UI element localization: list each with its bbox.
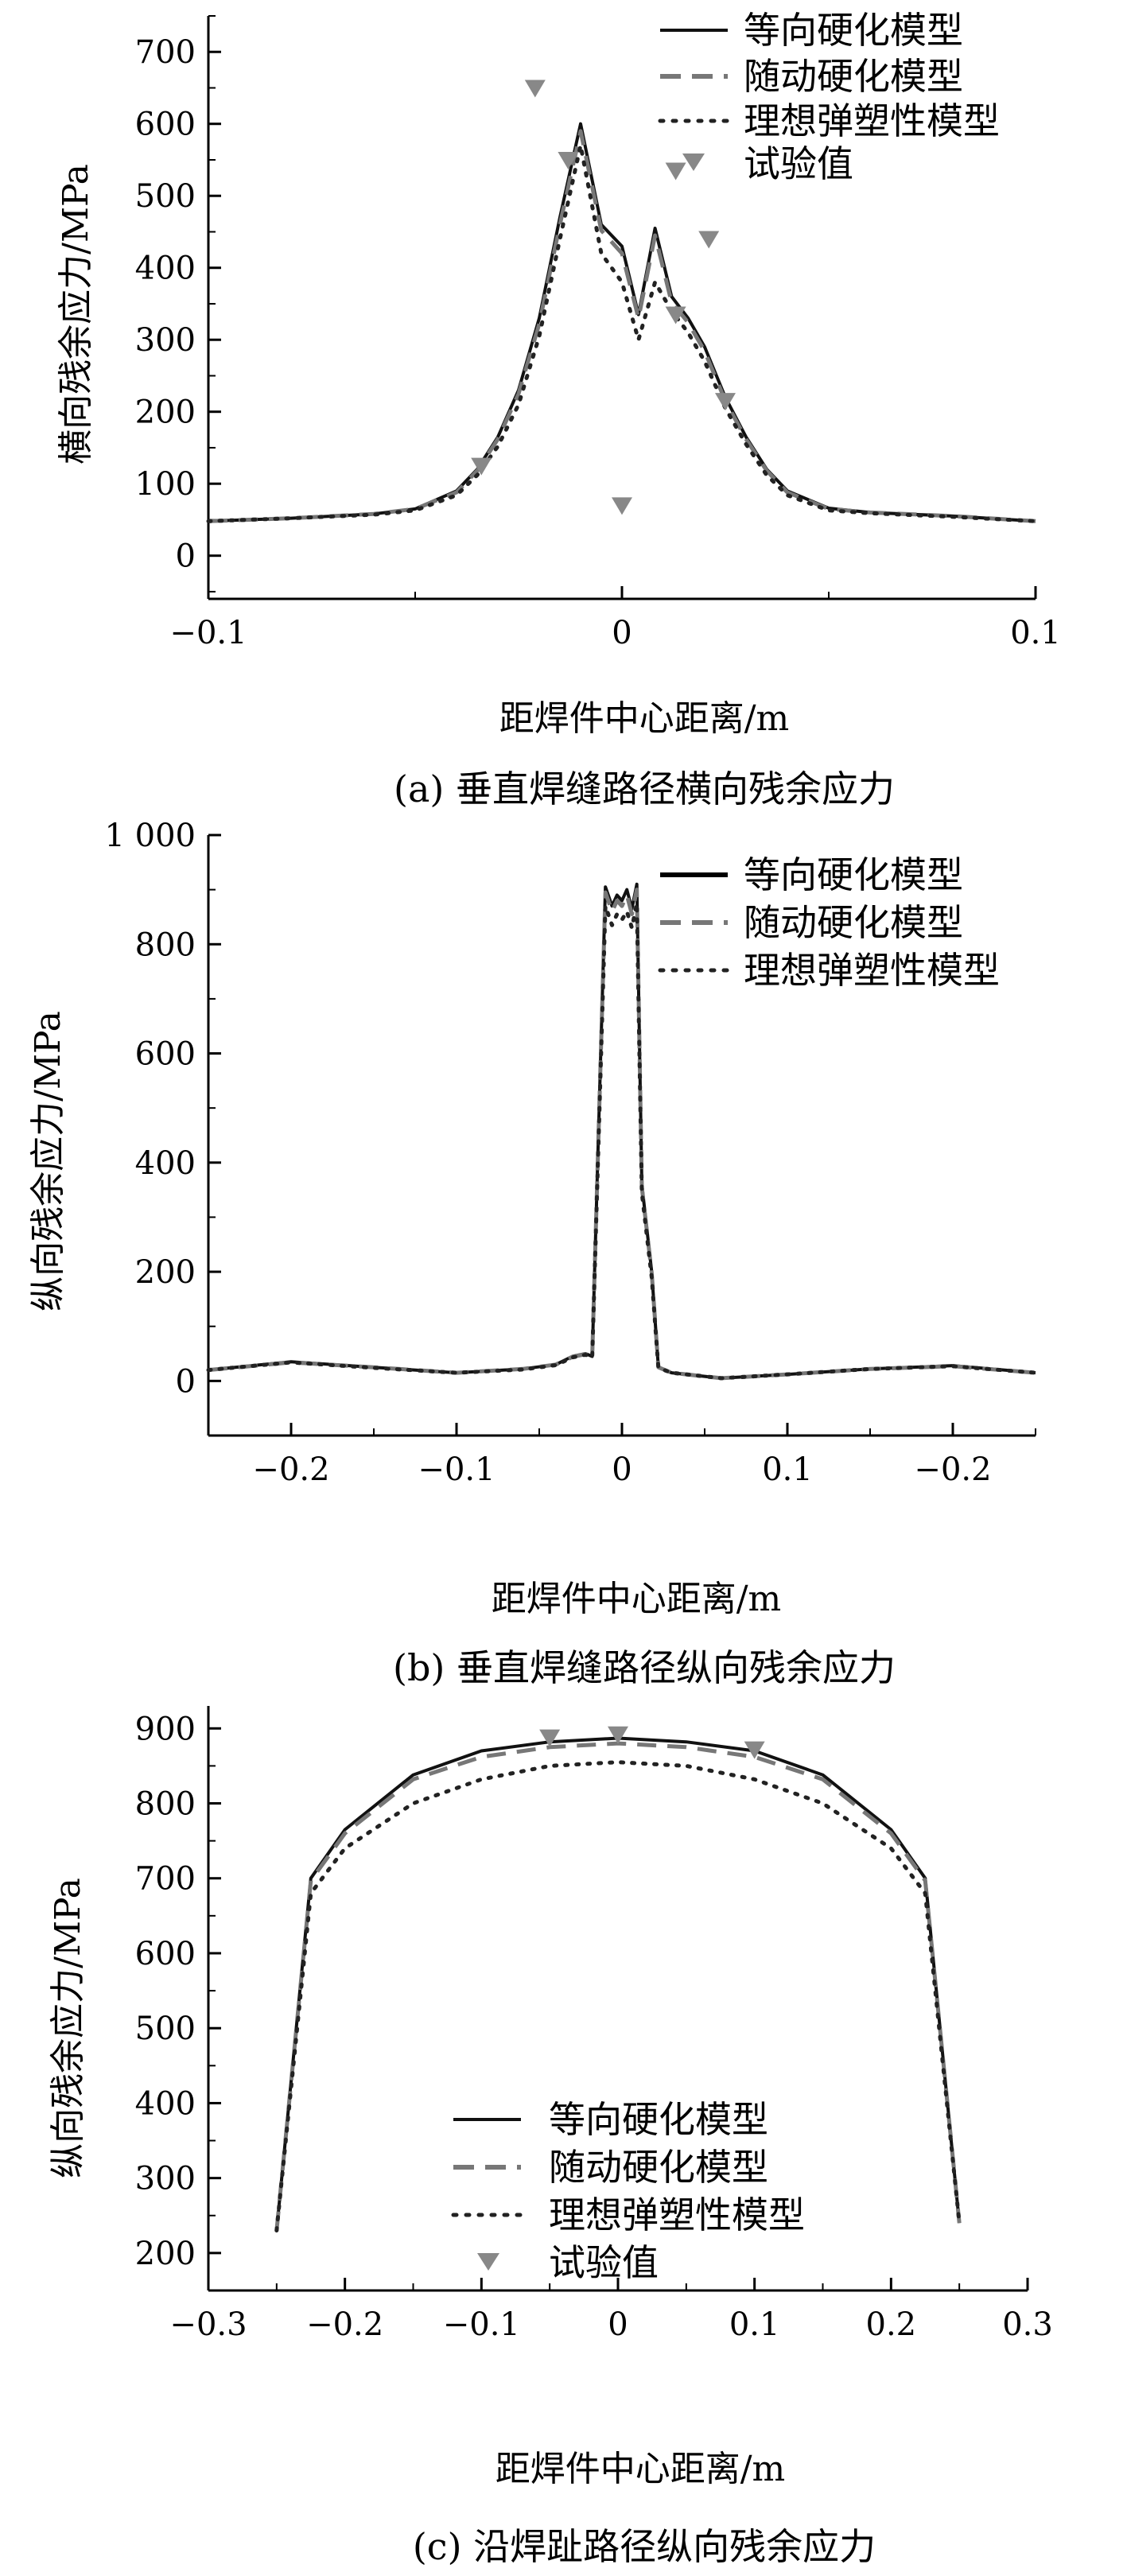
y-tick-label: 800 (135, 1786, 196, 1823)
test-point-marker (539, 1729, 561, 1747)
panel-c: 200 300 400 500 600 700 800 900 −0.3 −0.2 −0.1 0 0.1… (48, 1706, 1053, 2568)
series-line-dotted (206, 143, 1038, 523)
legend-a-test-marker (682, 153, 705, 171)
x-tick-label: 0.2 (866, 2306, 917, 2343)
legend-c-test-marker (477, 2253, 499, 2271)
legend-c-kinematic-label: 随动硬化模型 (549, 2146, 768, 2189)
panel-a-caption: (a) 垂直焊缝路径横向残余应力 (394, 767, 895, 810)
test-point-marker (612, 497, 632, 515)
test-point-marker (665, 162, 686, 181)
x-tick-label: 0 (608, 2306, 628, 2343)
plot-a-marks: 0 100 200 300 400 500 600 700 −0.1 0 0.1 (135, 15, 1061, 651)
y-tick-label: 1 000 (104, 818, 196, 854)
x-tick-label: −0.1 (169, 615, 247, 651)
y-tick-label: 300 (135, 322, 196, 359)
y-tick-label: 400 (135, 2085, 196, 2122)
test-point-marker (715, 393, 736, 411)
y-tick-label: 700 (135, 34, 196, 71)
panel-c-caption: (c) 沿焊趾路径纵向残余应力 (413, 2525, 876, 2568)
y-tick-label: 500 (135, 178, 196, 215)
x-tick-label: 0 (612, 615, 632, 651)
y-tick-label: 100 (135, 466, 196, 503)
y-tick-label: 700 (135, 1861, 196, 1898)
y-tick-label: 200 (135, 2236, 196, 2272)
x-tick-label: −0.1 (443, 2306, 520, 2343)
panel-c-ylabel: 纵向残余应力/MPa (48, 1878, 88, 2178)
panel-b-xlabel: 距焊件中心距离/m (492, 1579, 782, 1619)
plot-c-marks: 200 300 400 500 600 700 800 900 −0.3 −0.2 −0.1 0 0.1… (135, 1706, 1053, 2343)
y-tick-label: 300 (135, 2161, 196, 2197)
x-tick-label: −0.2 (914, 1451, 991, 1488)
series-line-dotted (206, 901, 1038, 1381)
panel-b-ylabel: 纵向残余应力/MPa (28, 1011, 68, 1311)
legend-c-ideal-label: 理想弹塑性模型 (549, 2193, 805, 2236)
panel-b-caption: (b) 垂直焊缝路径纵向残余应力 (393, 1646, 896, 1689)
series-line-dotted (274, 1760, 962, 2233)
x-tick-label: 0 (612, 1451, 632, 1488)
test-point-marker (698, 231, 720, 249)
legend-a-kinematic-label: 随动硬化模型 (744, 55, 963, 98)
test-point-marker (608, 1726, 628, 1744)
x-tick-label: −0.2 (252, 1451, 329, 1488)
y-tick-label: 200 (135, 1254, 196, 1291)
y-tick-label: 600 (135, 1036, 196, 1073)
series-line-solid (208, 122, 1036, 523)
legend-c-isotropic-label: 等向硬化模型 (549, 2098, 768, 2141)
x-tick-label: 0.1 (762, 1451, 813, 1488)
x-tick-label: −0.1 (418, 1451, 495, 1488)
panel-b: 0 200 400 600 800 1 000 −0.2 −0.1 0 0.1 −0.2 纵向残余应… (28, 818, 1038, 1689)
panel-b-legend: 等向硬化模型 随动硬化模型 理想弹塑性模型 (658, 853, 1000, 992)
x-tick-label: −0.3 (169, 2306, 247, 2343)
legend-a-isotropic-label: 等向硬化模型 (744, 9, 963, 52)
y-tick-label: 600 (135, 107, 196, 143)
panel-a-ylabel: 横向残余应力/MPa (56, 164, 96, 464)
test-point-marker (665, 306, 686, 324)
legend-a-test-label: 试验值 (744, 142, 853, 185)
panel-c-xlabel: 距焊件中心距离/m (495, 2449, 786, 2489)
legend-a-ideal-label: 理想弹塑性模型 (744, 99, 1000, 142)
legend-c-test-label: 试验值 (549, 2241, 659, 2284)
test-point-marker (471, 457, 492, 476)
test-point-marker (524, 80, 546, 98)
plot-b-marks: 0 200 400 600 800 1 000 −0.2 −0.1 0 0.1 −0.2 (104, 818, 1038, 1488)
y-tick-label: 500 (135, 2011, 196, 2047)
panel-a: 0 100 200 300 400 500 600 700 −0.1 0 0.1 横向残余应力/MP… (56, 9, 1061, 810)
y-tick-label: 600 (135, 1936, 196, 1972)
panel-a-legend: 等向硬化模型 随动硬化模型 理想弹塑性模型 试验值 (658, 9, 1000, 185)
test-point-marker (744, 1741, 765, 1759)
y-tick-label: 900 (135, 1711, 196, 1747)
x-tick-label: 0.3 (1002, 2306, 1053, 2343)
series-line-dashed (208, 129, 1036, 523)
x-tick-label: 0.1 (1010, 615, 1061, 651)
x-tick-label: −0.2 (306, 2306, 383, 2343)
legend-b-ideal-label: 理想弹塑性模型 (744, 949, 1000, 992)
y-tick-label: 0 (176, 538, 196, 575)
y-tick-label: 0 (176, 1363, 196, 1400)
panel-c-legend: 等向硬化模型 随动硬化模型 理想弹塑性模型 试验值 (451, 2098, 805, 2284)
test-point-marker (558, 151, 579, 169)
y-tick-label: 800 (135, 927, 196, 963)
y-tick-label: 400 (135, 251, 196, 287)
legend-b-isotropic-label: 等向硬化模型 (744, 853, 963, 896)
x-tick-label: 0.1 (729, 2306, 780, 2343)
y-tick-label: 400 (135, 1145, 196, 1182)
panel-a-xlabel: 距焊件中心距离/m (499, 698, 790, 739)
y-tick-label: 200 (135, 394, 196, 431)
legend-b-kinematic-label: 随动硬化模型 (744, 901, 963, 944)
